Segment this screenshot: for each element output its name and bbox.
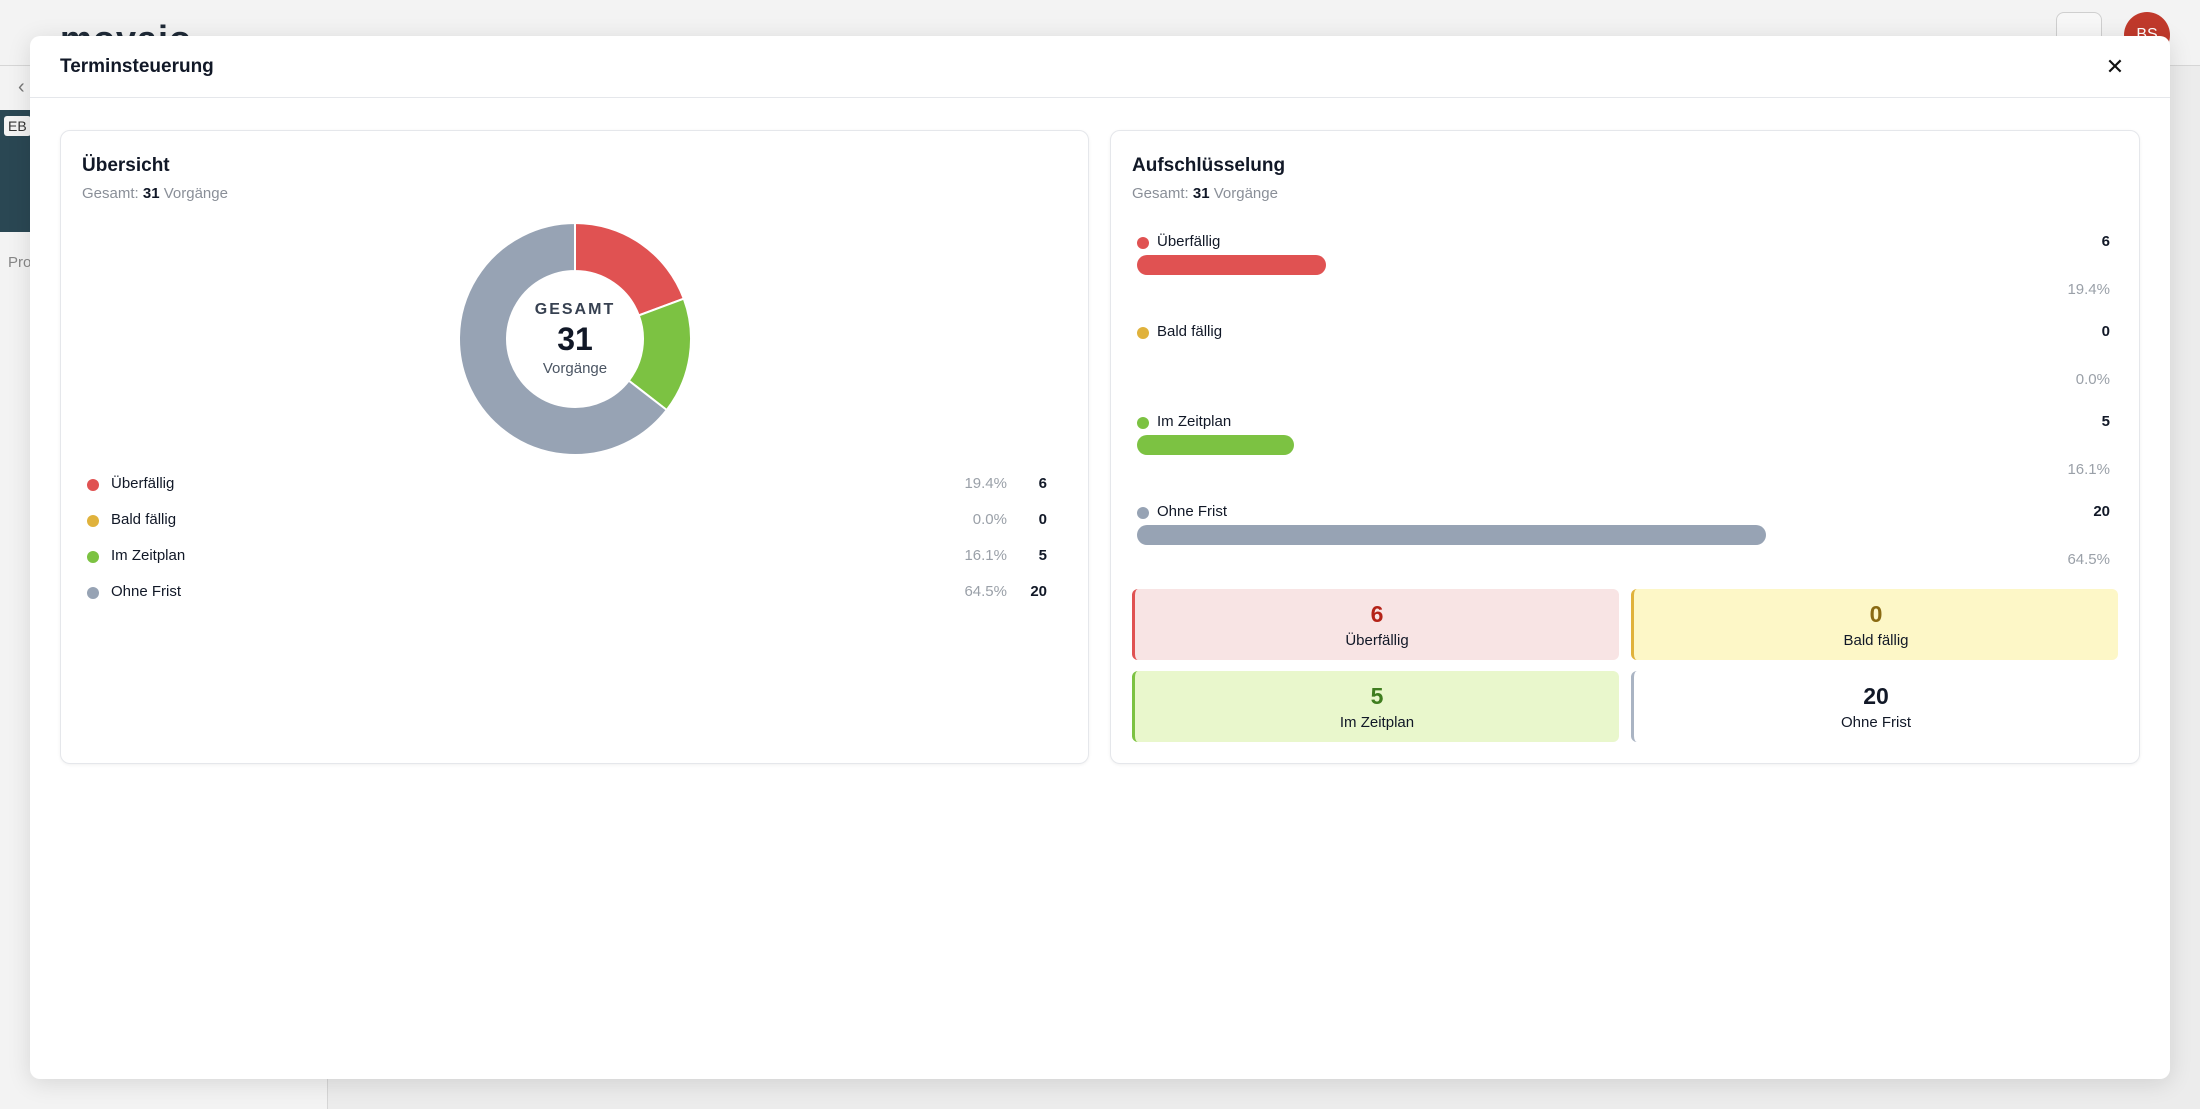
breakdown-label: Bald fällig (1157, 323, 1223, 340)
breakdown-dot (1137, 507, 1149, 519)
legend-count: 5 (1038, 547, 1047, 564)
breakdown-title: Aufschlüsselung (1132, 155, 1286, 176)
legend-count: 0 (1038, 511, 1047, 528)
legend-count: 6 (1038, 475, 1047, 492)
breakdown-count: 0 (2101, 323, 2110, 340)
tile-label: Im Zeitplan (1339, 713, 1415, 731)
status-tile-no-deadline: 20 Ohne Frist (1631, 671, 2118, 742)
legend-label: Überfällig (111, 475, 175, 492)
breakdown-label: Überfällig (1157, 233, 1221, 250)
legend-row: Bald fällig 0.0% 0 (87, 505, 1071, 541)
legend-count: 20 (1030, 583, 1047, 600)
tile-value: 20 (1863, 682, 1889, 709)
progress-fill (1137, 435, 1294, 455)
tile-label: Überfällig (1345, 631, 1409, 649)
overview-total: Gesamt: 31 Vorgänge (82, 185, 228, 202)
breakdown-count: 5 (2101, 413, 2110, 430)
breakdown-percent: 64.5% (2067, 551, 2110, 568)
legend-row: Ohne Frist 64.5% 20 (87, 577, 1071, 613)
termin-modal: Terminsteuerung ✕ Übersicht Gesamt: 31 V… (30, 36, 2170, 1079)
breakdown-label: Im Zeitplan (1157, 413, 1232, 430)
tile-label: Ohne Frist (1840, 713, 1912, 731)
progress-track (1137, 525, 2112, 545)
legend-label: Bald fällig (111, 511, 177, 528)
close-icon[interactable]: ✕ (2105, 54, 2125, 79)
status-tile-overdue: 6 Überfällig (1132, 589, 1619, 660)
breakdown-dot (1137, 417, 1149, 429)
tile-label: Bald fällig (1843, 631, 1909, 649)
legend-percent: 16.1% (964, 547, 1007, 564)
legend-label: Ohne Frist (111, 583, 182, 600)
breakdown-total-suffix: Vorgänge (1213, 185, 1278, 202)
breakdown-label: Ohne Frist (1157, 503, 1228, 520)
breakdown-row: Überfällig 6 19.4% (1132, 229, 2116, 319)
donut-slice-0 (574, 223, 686, 317)
overview-total-suffix: Vorgänge (163, 185, 228, 202)
progress-track (1137, 435, 2112, 455)
modal-title: Terminsteuerung (60, 56, 214, 77)
overview-title: Übersicht (82, 155, 170, 176)
modal-header: Terminsteuerung ✕ (30, 36, 2170, 98)
tile-value: 6 (1370, 600, 1384, 627)
breakdown-row: Bald fällig 0 0.0% (1132, 319, 2116, 409)
project-tag: EB (4, 116, 31, 136)
overview-total-value: 31 (142, 185, 160, 202)
breakdown-count: 6 (2101, 233, 2110, 250)
donut-chart (459, 223, 691, 455)
overview-legend: Überfällig 19.4% 6 Bald fällig 0.0% 0 Im… (87, 469, 1071, 613)
tile-value: 0 (1869, 600, 1883, 627)
breakdown-list: Überfällig 6 19.4% Bald fällig 0 0.0% Im… (1132, 229, 2116, 581)
breakdown-dot (1137, 327, 1149, 339)
legend-row: Überfällig 19.4% 6 (87, 469, 1071, 505)
legend-dot (87, 515, 99, 527)
breakdown-card: Aufschlüsselung Gesamt: 31 Vorgänge Über… (1110, 130, 2140, 764)
overview-card: Übersicht Gesamt: 31 Vorgänge GESAMT 31 … (60, 130, 1089, 764)
progress-fill (1137, 255, 1327, 275)
sidebar-section-label: Pro (8, 254, 32, 271)
progress-fill (1137, 525, 1766, 545)
breakdown-total: Gesamt: 31 Vorgänge (1132, 185, 1278, 202)
legend-percent: 0.0% (972, 511, 1007, 528)
progress-track (1137, 345, 2112, 365)
breakdown-count: 20 (2093, 503, 2110, 520)
status-tile-on-schedule: 5 Im Zeitplan (1132, 671, 1619, 742)
legend-dot (87, 479, 99, 491)
tile-value: 5 (1370, 682, 1384, 709)
breakdown-total-value: 31 (1192, 185, 1210, 202)
status-tile-due-soon: 0 Bald fällig (1631, 589, 2118, 660)
legend-percent: 64.5% (964, 583, 1007, 600)
overview-total-prefix: Gesamt: (82, 185, 139, 202)
breakdown-row: Im Zeitplan 5 16.1% (1132, 409, 2116, 499)
legend-percent: 19.4% (964, 475, 1007, 492)
donut-slice-3 (459, 223, 669, 455)
legend-dot (87, 551, 99, 563)
breakdown-percent: 19.4% (2067, 281, 2110, 298)
legend-row: Im Zeitplan 16.1% 5 (87, 541, 1071, 577)
breakdown-percent: 0.0% (2075, 371, 2110, 388)
breakdown-row: Ohne Frist 20 64.5% (1132, 499, 2116, 581)
breakdown-total-prefix: Gesamt: (1132, 185, 1189, 202)
progress-track (1137, 255, 2112, 275)
chevron-left-icon[interactable]: ‹ (18, 76, 25, 98)
breakdown-percent: 16.1% (2067, 461, 2110, 478)
legend-label: Im Zeitplan (111, 547, 186, 564)
legend-dot (87, 587, 99, 599)
breakdown-dot (1137, 237, 1149, 249)
